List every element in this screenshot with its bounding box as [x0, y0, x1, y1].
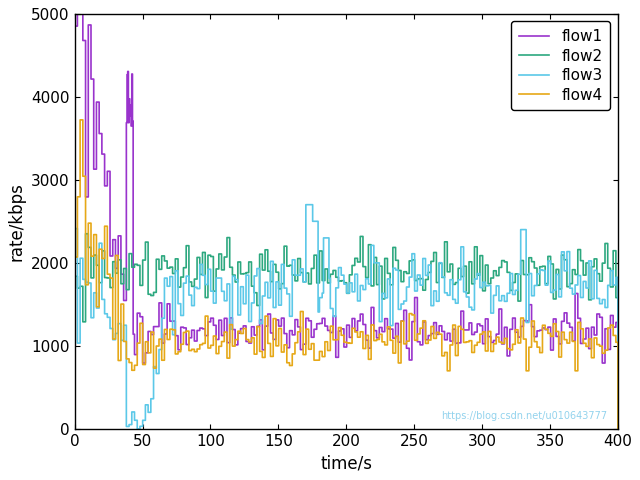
flow3	[104, 314, 112, 320]
flow4	[484, 348, 492, 354]
flow2	[401, 269, 409, 275]
flow3	[540, 267, 548, 273]
Line: flow3: flow3	[75, 204, 618, 429]
flow4	[76, 117, 84, 123]
flow2	[71, 274, 79, 279]
flow2	[484, 262, 492, 268]
flow4	[540, 323, 547, 328]
Text: https://blog.csdn.net/u010643777: https://blog.csdn.net/u010643777	[441, 410, 607, 420]
flow1	[614, 426, 622, 432]
Legend: flow1, flow2, flow3, flow4: flow1, flow2, flow3, flow4	[511, 21, 611, 110]
flow2	[540, 264, 547, 269]
flow1	[71, 23, 79, 29]
flow3	[402, 298, 410, 304]
flow1	[540, 325, 547, 331]
flow1	[105, 168, 113, 174]
X-axis label: time/s: time/s	[320, 455, 372, 472]
Line: flow2: flow2	[75, 234, 618, 429]
flow3	[419, 282, 426, 288]
flow1	[387, 326, 395, 332]
flow2	[417, 276, 425, 282]
flow3	[133, 426, 141, 432]
flow4	[614, 426, 622, 432]
Line: flow1: flow1	[75, 0, 618, 429]
flow1	[401, 307, 409, 313]
flow3	[484, 283, 492, 288]
flow1	[417, 342, 425, 348]
flow4	[71, 254, 79, 260]
flow3	[302, 202, 310, 207]
Y-axis label: rate/kbps: rate/kbps	[8, 182, 26, 261]
flow3	[388, 323, 396, 328]
flow4	[387, 337, 395, 343]
flow2	[614, 426, 622, 432]
flow2	[387, 282, 395, 288]
flow4	[417, 325, 425, 331]
Line: flow4: flow4	[75, 120, 618, 429]
flow4	[105, 271, 113, 277]
flow2	[82, 231, 90, 237]
flow3	[614, 426, 622, 432]
flow1	[484, 316, 492, 322]
flow3	[71, 226, 79, 231]
flow4	[401, 341, 409, 347]
flow2	[105, 275, 113, 281]
